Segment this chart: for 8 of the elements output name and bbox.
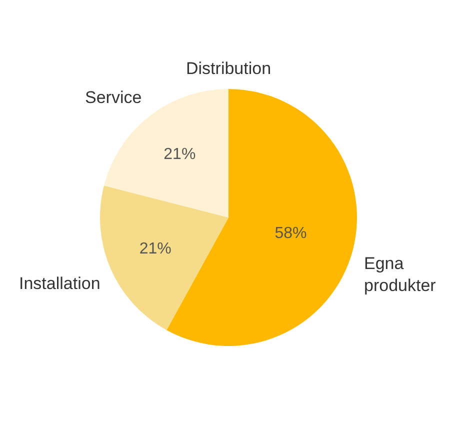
- slice-label: Service: [85, 88, 142, 107]
- pie-slice: [100, 186, 228, 330]
- slice-label: Installation: [19, 274, 100, 293]
- category-label: Distribution: [186, 59, 272, 78]
- slice-label: Egna produkter: [364, 254, 436, 296]
- data-label: 21%: [139, 240, 172, 258]
- data-label: 21%: [164, 146, 196, 164]
- data-label: 58%: [274, 224, 307, 242]
